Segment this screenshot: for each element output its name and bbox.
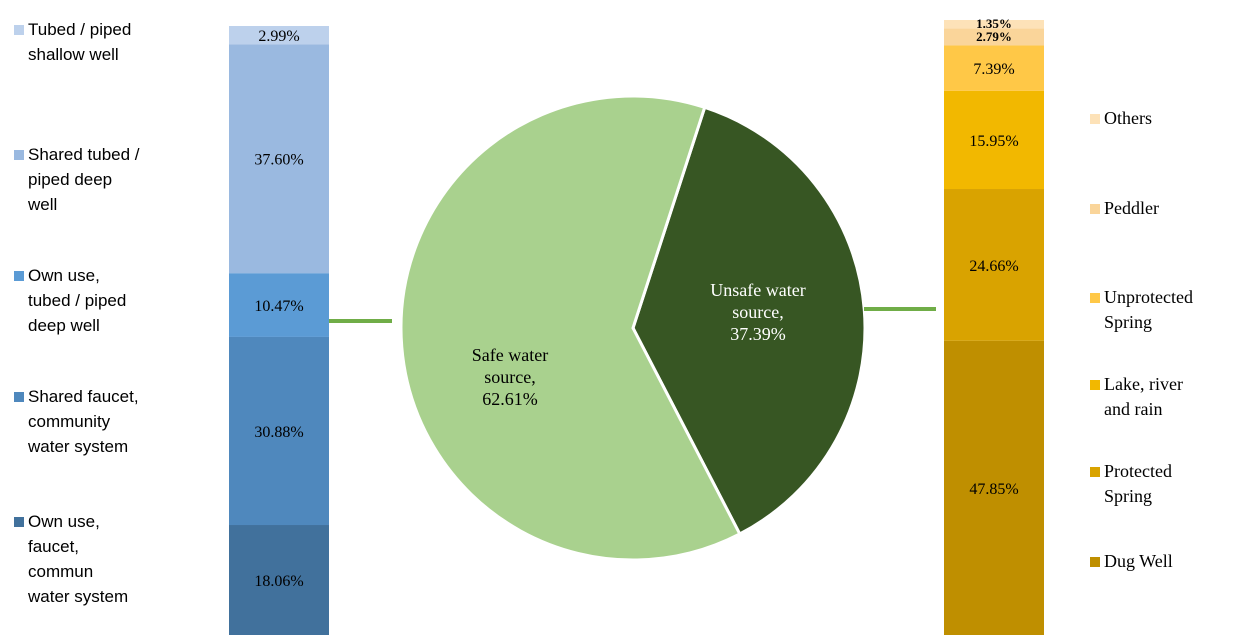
unsafe-bar-label-protected-spring: 24.66% (969, 258, 1018, 275)
unsafe-bar-label-others: 1.35% (976, 16, 1012, 31)
unsafe-bar-label-lake-river-and-rain: 15.95% (969, 133, 1018, 150)
safe-legend-item-own-use-faucet-commun-water-system: Own use, faucet, commun water system (14, 512, 128, 606)
safe-legend-item-shared-tubed-piped-deep-well: Shared tubed / piped deep well (14, 145, 140, 214)
unsafe-source-legend: Others Peddler Unprotected Spring Lake, rive… (1090, 108, 1193, 571)
unsafe-legend-item-peddler: Peddler (1090, 198, 1159, 218)
safe-legend-swatch (14, 392, 24, 402)
unsafe-legend-text: Unprotected (1104, 287, 1193, 307)
unsafe-legend-item-others: Others (1090, 108, 1152, 128)
unsafe-bar-segment-lake-river-and-rain (944, 90, 1044, 190)
safe-bar-label-own-use-tubed-piped-deep-well: 10.47% (254, 298, 303, 315)
pie-label-safe-water-source: 62.61% (482, 389, 538, 409)
unsafe-legend-text: Dug Well (1104, 551, 1173, 571)
connector-lines (329, 307, 936, 323)
safe-legend-text: water system (27, 587, 128, 606)
pie-label-unsafe-water-source: source, (732, 302, 783, 322)
safe-bar-label-own-use-faucet-commun-water-system: 18.06% (254, 573, 303, 590)
safe-bar-label-shared-tubed-piped-deep-well: 37.60% (254, 152, 303, 169)
safe-legend-swatch (14, 517, 24, 527)
safe-legend-text: Tubed / piped (28, 20, 131, 39)
safe-legend-text: Own use, (28, 512, 100, 531)
unsafe-bar-segment-dug-well (944, 340, 1044, 635)
safe-legend-text: shallow well (28, 45, 119, 64)
unsafe-legend-text: Spring (1104, 312, 1152, 332)
safe-legend-text: tubed / piped (28, 291, 126, 310)
unsafe-bar-label-peddler: 2.79% (976, 29, 1012, 44)
safe-bar-segment-tubed-piped-shallow-well (229, 26, 329, 45)
safe-legend-text: well (27, 195, 57, 214)
unsafe-bar-label-unprotected-spring: 7.39% (973, 61, 1014, 78)
safe-legend-text: commun (28, 562, 93, 581)
safe-legend-text: piped deep (28, 170, 112, 189)
safe-bar-segment-own-use-faucet-commun-water-system (229, 525, 329, 635)
unsafe-legend-text: Lake, river (1104, 374, 1183, 394)
safe-bar-segment-shared-faucet-community-water-system (229, 336, 329, 526)
unsafe-legend-swatch (1090, 204, 1100, 214)
safe-legend-text: water system (27, 437, 128, 456)
safe-legend-text: Own use, (28, 266, 100, 285)
unsafe-bar-segment-others (944, 20, 1044, 29)
safe-legend-text: deep well (28, 316, 100, 335)
safe-legend-text: community (28, 412, 111, 431)
safe-bar-segment-own-use-tubed-piped-deep-well (229, 273, 329, 337)
unsafe-legend-item-dug-well: Dug Well (1090, 551, 1173, 571)
unsafe-legend-text: Others (1104, 108, 1152, 128)
unsafe-legend-swatch (1090, 380, 1100, 390)
unsafe-legend-swatch (1090, 114, 1100, 124)
safe-source-legend: Tubed / piped shallow well Shared tubed / p… (14, 20, 140, 606)
safe-legend-swatch (14, 271, 24, 281)
safe-legend-text: Shared tubed / (28, 145, 140, 164)
unsafe-legend-text: Peddler (1104, 198, 1159, 218)
safe-legend-text: Shared faucet, (28, 387, 139, 406)
unsafe-legend-text: Protected (1104, 461, 1172, 481)
safe-legend-swatch (14, 25, 24, 35)
unsafe-legend-swatch (1090, 293, 1100, 303)
safe-legend-item-shared-faucet-community-water-system: Shared faucet, community water system (14, 387, 139, 456)
pie-label-unsafe-water-source: Unsafe water (710, 280, 805, 300)
unsafe-bar-segment-peddler (944, 28, 1044, 46)
unsafe-legend-item-lake-river-and-rain: Lake, river and rain (1090, 374, 1183, 419)
unsafe-legend-item-protected-spring: Protected Spring (1090, 461, 1172, 506)
pie-slice-safe-water-source (399, 94, 742, 562)
safe-source-stacked-bar: 18.06% 30.88% 10.47% 37.60% 2.99% (229, 26, 329, 635)
unsafe-legend-item-unprotected-spring: Unprotected Spring (1090, 287, 1193, 332)
unsafe-bar-segment-protected-spring (944, 189, 1044, 341)
safe-bar-segment-shared-tubed-piped-deep-well (229, 44, 329, 274)
safe-legend-item-own-use-tubed-piped-deep-well: Own use, tubed / piped deep well (14, 266, 126, 335)
pie-label-safe-water-source: Safe water (472, 345, 548, 365)
pie-label-unsafe-water-source: 37.39% (730, 324, 786, 344)
unsafe-legend-text: Spring (1104, 486, 1152, 506)
safe-bar-label-tubed-piped-shallow-well: 2.99% (258, 28, 299, 45)
unsafe-legend-swatch (1090, 467, 1100, 477)
unsafe-source-stacked-bar: 47.85% 24.66% 15.95% 7.39% 2.79%1.35% (944, 16, 1044, 635)
safe-legend-text: faucet, (28, 537, 79, 556)
unsafe-legend-swatch (1090, 557, 1100, 567)
safe-legend-swatch (14, 150, 24, 160)
unsafe-legend-text: and rain (1104, 399, 1162, 419)
pie-label-safe-water-source: source, (484, 367, 535, 387)
safe-legend-item-tubed-piped-shallow-well: Tubed / piped shallow well (14, 20, 131, 64)
unsafe-bar-label-dug-well: 47.85% (969, 481, 1018, 498)
unsafe-bar-segment-unprotected-spring (944, 45, 1044, 91)
safe-bar-label-shared-faucet-community-water-system: 30.88% (254, 424, 303, 441)
